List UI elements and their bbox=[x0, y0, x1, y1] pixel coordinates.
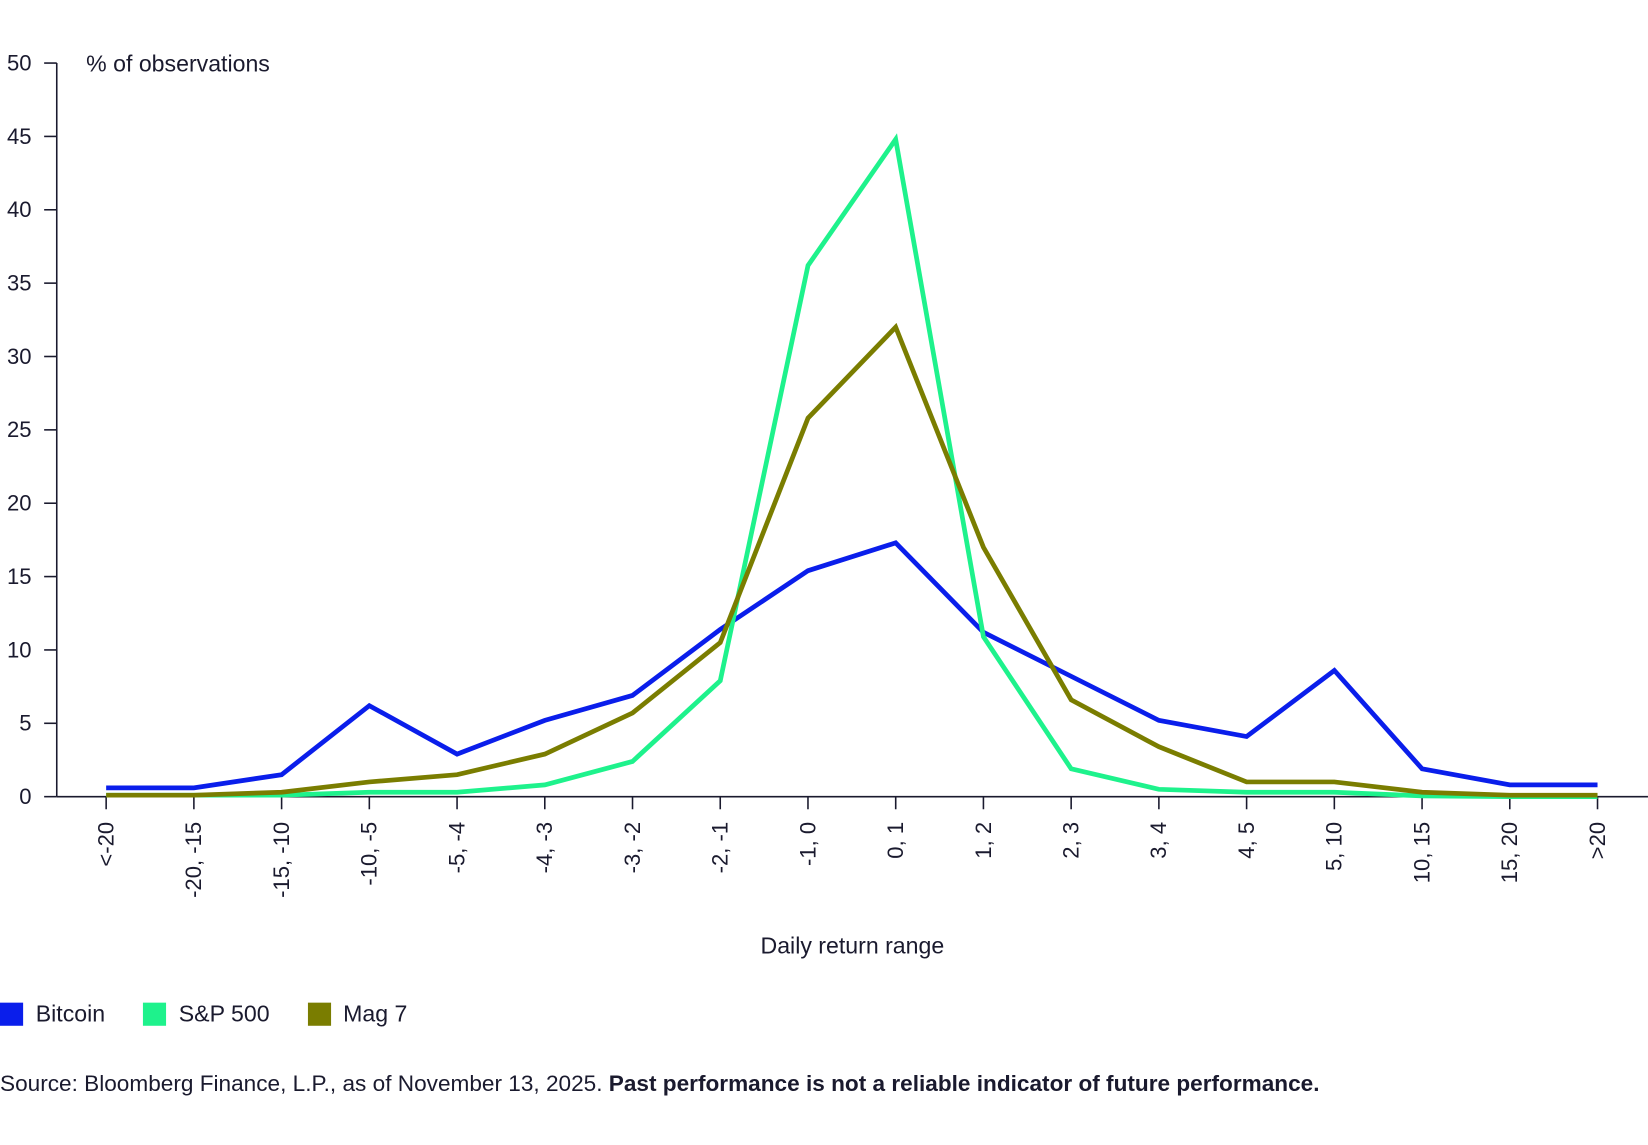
y-tick-label: 25 bbox=[7, 417, 32, 442]
x-tick-label: 5, 10 bbox=[1322, 822, 1347, 871]
x-tick-label: -1, 0 bbox=[795, 822, 820, 866]
x-axis-title: Daily return range bbox=[761, 932, 945, 958]
y-tick-label: 10 bbox=[7, 637, 32, 662]
y-axis-title: % of observations bbox=[86, 50, 270, 76]
x-tick-label: -3, -2 bbox=[620, 822, 645, 874]
x-tick-label: -15, -10 bbox=[269, 822, 294, 898]
x-tick-label: 1, 2 bbox=[971, 822, 996, 859]
legend-swatch-sp500 bbox=[143, 1003, 166, 1026]
y-tick-label: 20 bbox=[7, 491, 32, 516]
x-tick-label: -2, -1 bbox=[708, 822, 733, 874]
x-tick-label: 15, 20 bbox=[1497, 822, 1522, 883]
legend-label-bitcoin: Bitcoin bbox=[36, 1001, 105, 1028]
series-line-bitcoin bbox=[106, 543, 1597, 788]
series-line-mag-7 bbox=[106, 327, 1597, 795]
legend-item-bitcoin: Bitcoin bbox=[0, 1001, 105, 1028]
y-tick-label: 0 bbox=[19, 784, 31, 809]
x-tick-label: -10, -5 bbox=[357, 822, 382, 886]
y-tick-label: 5 bbox=[19, 711, 31, 736]
x-tick-label: >20 bbox=[1585, 822, 1610, 859]
legend-swatch-mag7 bbox=[307, 1003, 330, 1026]
y-tick-label: 40 bbox=[7, 197, 32, 222]
series-lines bbox=[106, 139, 1598, 797]
x-tick-label: <-20 bbox=[94, 822, 119, 867]
y-tick-label: 15 bbox=[7, 564, 32, 589]
legend-label-mag7: Mag 7 bbox=[343, 1001, 407, 1028]
x-tick-label: -5, -4 bbox=[444, 822, 469, 874]
x-axis: <-20 -20, -15 -15, -10 -10, -5 -5, -4 -4, -3 -… bbox=[57, 797, 1648, 898]
source-note: Source: Bloomberg Finance, L.P., as of N… bbox=[0, 1071, 1320, 1097]
y-tick-label: 35 bbox=[7, 270, 32, 295]
y-tick-label: 30 bbox=[7, 344, 32, 369]
source-text: Source: Bloomberg Finance, L.P., as of N… bbox=[0, 1071, 609, 1096]
x-tick-label: 4, 5 bbox=[1234, 822, 1259, 859]
line-chart: 0 5 10 15 20 25 30 35 40 45 50 % of observations <… bbox=[0, 0, 1648, 988]
legend-item-sp500: S&P 500 bbox=[143, 1001, 270, 1028]
disclaimer-text: Past performance is not a reliable indic… bbox=[609, 1071, 1320, 1096]
x-tick-label: 10, 15 bbox=[1409, 822, 1434, 883]
legend-label-sp500: S&P 500 bbox=[179, 1001, 270, 1028]
x-tick-label: -4, -3 bbox=[532, 822, 557, 874]
y-tick-label: 50 bbox=[7, 50, 32, 75]
legend-item-mag7: Mag 7 bbox=[307, 1001, 407, 1028]
x-tick-label: 2, 3 bbox=[1059, 822, 1084, 859]
x-tick-label: -20, -15 bbox=[181, 822, 206, 898]
x-tick-label: 3, 4 bbox=[1146, 822, 1171, 859]
y-axis: 0 5 10 15 20 25 30 35 40 45 50 bbox=[7, 50, 57, 809]
legend-swatch-bitcoin bbox=[0, 1003, 23, 1026]
series-line-s-p-500 bbox=[106, 139, 1597, 796]
x-tick-label: 0, 1 bbox=[883, 822, 908, 859]
y-tick-label: 45 bbox=[7, 124, 32, 149]
legend: Bitcoin S&P 500 Mag 7 bbox=[0, 1001, 407, 1028]
